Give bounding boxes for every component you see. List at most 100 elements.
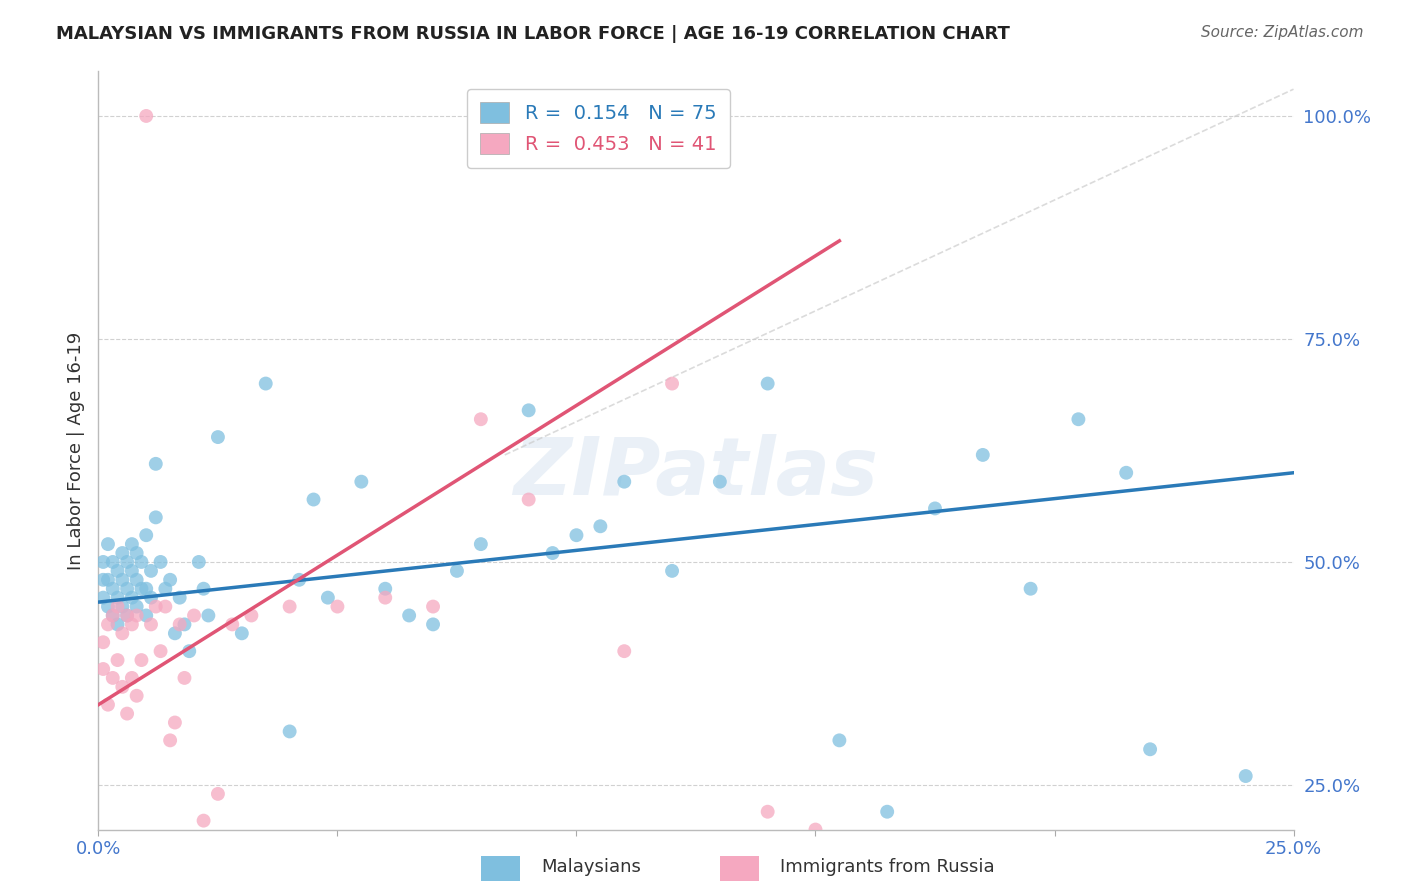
Point	[163, 715, 186, 730]
Point	[139, 591, 162, 605]
Point	[422, 617, 444, 632]
Point	[374, 591, 396, 605]
Point	[924, 501, 946, 516]
Point	[207, 787, 229, 801]
Point	[97, 537, 120, 551]
Point	[470, 412, 492, 426]
Text: ZIPatlas: ZIPatlas	[513, 434, 879, 512]
Point	[278, 599, 301, 614]
Point	[121, 591, 143, 605]
Point	[1067, 412, 1090, 426]
Point	[302, 492, 325, 507]
Point	[173, 617, 195, 632]
Point	[125, 546, 148, 560]
Point	[135, 109, 157, 123]
Point	[125, 608, 148, 623]
Point	[589, 519, 612, 533]
Point	[197, 608, 219, 623]
Point	[613, 475, 636, 489]
Point	[163, 626, 186, 640]
Point	[288, 573, 311, 587]
Point	[115, 555, 138, 569]
Point	[876, 805, 898, 819]
Point	[125, 599, 148, 614]
Point	[1115, 466, 1137, 480]
Point	[139, 617, 162, 632]
Point	[972, 448, 994, 462]
Point	[613, 644, 636, 658]
Point	[115, 582, 138, 596]
Point	[145, 457, 167, 471]
Point	[91, 591, 114, 605]
Text: Immigrants from Russia: Immigrants from Russia	[780, 858, 995, 876]
Point	[661, 376, 683, 391]
Point	[828, 733, 851, 747]
Point	[101, 582, 124, 596]
Point	[254, 376, 277, 391]
Point	[91, 555, 114, 569]
Point	[135, 608, 157, 623]
Point	[187, 555, 209, 569]
Point	[316, 591, 339, 605]
Y-axis label: In Labor Force | Age 16-19: In Labor Force | Age 16-19	[66, 331, 84, 570]
Point	[240, 608, 263, 623]
Point	[125, 573, 148, 587]
Point	[183, 608, 205, 623]
Point	[107, 564, 129, 578]
Point	[121, 671, 143, 685]
Point	[121, 617, 143, 632]
Point	[115, 706, 138, 721]
Point	[111, 599, 134, 614]
Point	[661, 564, 683, 578]
Point	[1139, 742, 1161, 756]
Point	[91, 573, 114, 587]
Point	[101, 671, 124, 685]
Point	[91, 662, 114, 676]
Point	[470, 537, 492, 551]
Point	[350, 475, 373, 489]
Text: Source: ZipAtlas.com: Source: ZipAtlas.com	[1201, 25, 1364, 40]
Point	[756, 805, 779, 819]
Point	[101, 555, 124, 569]
Point	[193, 814, 215, 828]
Text: MALAYSIAN VS IMMIGRANTS FROM RUSSIA IN LABOR FORCE | AGE 16-19 CORRELATION CHART: MALAYSIAN VS IMMIGRANTS FROM RUSSIA IN L…	[56, 25, 1010, 43]
Point	[173, 671, 195, 685]
Point	[101, 608, 124, 623]
Point	[231, 626, 253, 640]
Point	[97, 599, 120, 614]
Point	[125, 689, 148, 703]
Point	[155, 599, 177, 614]
Legend: R =  0.154   N = 75, R =  0.453   N = 41: R = 0.154 N = 75, R = 0.453 N = 41	[467, 88, 730, 168]
Point	[422, 599, 444, 614]
Point	[101, 608, 124, 623]
Point	[135, 582, 157, 596]
Point	[193, 582, 215, 596]
Point	[446, 564, 468, 578]
Point	[107, 617, 129, 632]
Point	[207, 430, 229, 444]
Point	[121, 537, 143, 551]
Point	[107, 591, 129, 605]
Point	[169, 617, 191, 632]
Point	[1234, 769, 1257, 783]
Point	[159, 573, 181, 587]
Point	[565, 528, 588, 542]
Point	[179, 644, 201, 658]
Point	[131, 555, 153, 569]
Point	[278, 724, 301, 739]
Point	[107, 653, 129, 667]
Point	[756, 376, 779, 391]
Point	[398, 608, 420, 623]
Point	[145, 599, 167, 614]
Point	[97, 573, 120, 587]
Point	[91, 635, 114, 649]
Text: Malaysians: Malaysians	[541, 858, 641, 876]
Point	[97, 698, 120, 712]
Point	[149, 644, 172, 658]
Point	[159, 733, 181, 747]
Point	[145, 510, 167, 524]
Point	[517, 492, 540, 507]
Point	[1187, 849, 1209, 863]
Point	[149, 555, 172, 569]
Point	[169, 591, 191, 605]
